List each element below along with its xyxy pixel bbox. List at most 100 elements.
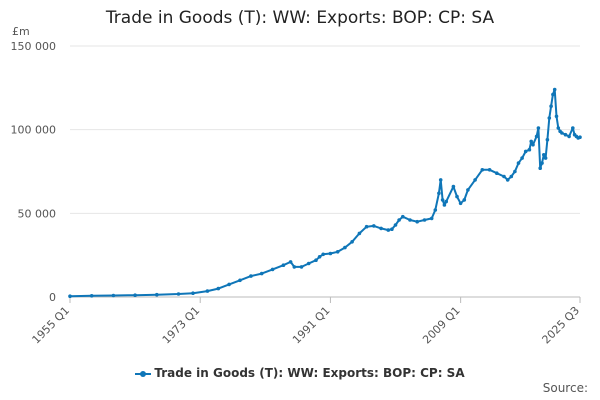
data-point (227, 282, 231, 287)
data-point (216, 286, 221, 291)
data-point (397, 218, 401, 222)
data-point (571, 126, 575, 130)
data-point (238, 278, 242, 283)
data-point (545, 137, 550, 142)
legend[interactable]: Trade in Goods (T): WW: Exports: BOP: CP… (0, 366, 600, 380)
data-point (442, 203, 447, 207)
data-point (551, 92, 555, 97)
data-point (288, 260, 293, 264)
y-tick-label: 0 (49, 291, 56, 304)
data-point (335, 250, 340, 254)
legend-swatch-icon (135, 368, 152, 380)
series-layer (68, 87, 582, 299)
data-point (509, 174, 514, 179)
data-point (133, 293, 137, 298)
y-tick-label: 150 000 (11, 40, 57, 53)
data-point (502, 174, 506, 179)
data-point (513, 169, 517, 174)
data-point (547, 116, 552, 120)
data-point (89, 294, 94, 298)
data-point (505, 178, 510, 182)
x-tick-label: 1973 Q1 (160, 304, 203, 347)
data-point (527, 147, 532, 152)
data-point (249, 274, 253, 278)
data-point (357, 231, 362, 236)
data-point (306, 261, 311, 266)
data-point (155, 292, 159, 297)
series-line (69, 88, 581, 298)
data-point (462, 198, 467, 202)
data-point (314, 258, 318, 263)
data-point (567, 134, 571, 139)
x-tick-label: 1991 Q1 (290, 304, 333, 347)
data-point (473, 178, 477, 182)
data-point (372, 224, 376, 228)
data-point (317, 254, 322, 259)
data-point (480, 168, 485, 172)
data-point (540, 161, 544, 165)
data-point (556, 126, 561, 130)
data-point (429, 216, 434, 221)
data-point (563, 132, 568, 137)
data-point (433, 208, 438, 212)
data-point (408, 218, 412, 222)
data-point (390, 227, 394, 231)
data-point (578, 135, 582, 139)
data-point (543, 156, 548, 160)
data-point (554, 114, 559, 119)
data-point (560, 131, 564, 135)
data-point (538, 166, 542, 170)
data-point (343, 245, 347, 250)
data-point (552, 87, 557, 92)
data-point (176, 292, 181, 296)
data-point (111, 293, 116, 298)
data-point (451, 184, 456, 189)
data-point (299, 265, 304, 269)
data-point (466, 188, 470, 192)
data-point (487, 168, 492, 172)
data-point (379, 226, 383, 231)
axes: 0 50 000 100 000 150 000 £m 1955 Q1 1973 Q1 199… (11, 25, 583, 346)
y-tick-label: 50 000 (18, 207, 57, 220)
data-point (520, 156, 524, 160)
data-point (415, 219, 420, 224)
data-point (437, 191, 441, 196)
y-tick-label: 100 000 (11, 124, 57, 137)
data-point (205, 289, 210, 293)
x-tick-label: 2009 Q1 (420, 304, 463, 347)
data-point (531, 142, 535, 147)
data-point (444, 199, 449, 204)
source-label: Source: (542, 381, 588, 395)
data-point (495, 171, 499, 175)
chart-title: Trade in Goods (T): WW: Exports: BOP: CP… (105, 8, 495, 28)
data-point (270, 267, 275, 272)
data-point (542, 153, 546, 157)
data-point (536, 126, 541, 130)
data-point (401, 214, 405, 219)
data-point (321, 252, 326, 257)
legend-label: Trade in Goods (T): WW: Exports: BOP: CP… (154, 366, 465, 380)
x-tick-label: 2025 Q3 (540, 304, 583, 347)
data-point (292, 265, 297, 269)
y-axis-unit-label: £m (12, 25, 30, 38)
data-point (191, 291, 195, 296)
data-point (350, 240, 354, 244)
data-point (393, 223, 398, 227)
data-point (68, 294, 72, 299)
x-tick-label: 1955 Q1 (30, 304, 73, 347)
data-point (364, 224, 369, 229)
data-point (516, 161, 521, 165)
data-point (281, 263, 286, 268)
data-point (422, 218, 427, 222)
data-point (328, 251, 333, 256)
data-point (455, 194, 459, 199)
data-point (386, 228, 391, 232)
data-point (458, 201, 463, 206)
data-point (438, 178, 443, 182)
data-point (534, 134, 539, 139)
data-point (549, 104, 553, 108)
data-point (529, 139, 533, 144)
data-point (440, 198, 445, 202)
data-point (259, 271, 264, 276)
